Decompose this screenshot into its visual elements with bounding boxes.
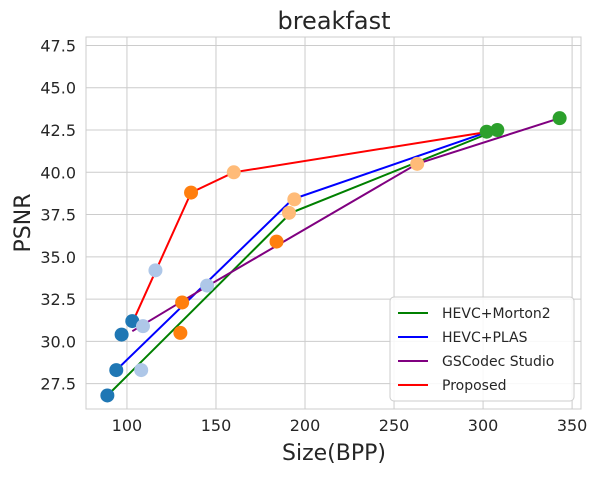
- data-point: [287, 192, 302, 207]
- data-point: [135, 319, 150, 334]
- data-point: [410, 156, 425, 171]
- x-tick-label: 300: [468, 416, 499, 435]
- x-tick-label: 350: [557, 416, 588, 435]
- legend-label-proposed: Proposed: [442, 378, 506, 394]
- y-tick-label: 42.5: [40, 121, 76, 140]
- y-tick-label: 37.5: [40, 206, 76, 225]
- data-point: [175, 295, 190, 310]
- x-tick-label: 250: [379, 416, 410, 435]
- y-tick-label: 40.0: [40, 163, 76, 182]
- legend: HEVC+Morton2 HEVC+PLAS GSCodec Studio Pr…: [389, 296, 575, 402]
- data-point: [552, 111, 567, 126]
- y-tick-label: 32.5: [40, 290, 76, 309]
- data-point: [200, 278, 215, 293]
- data-point: [134, 363, 149, 378]
- legend-label-gscodec-studio: GSCodec Studio: [442, 354, 554, 370]
- x-tick-label: 200: [290, 416, 321, 435]
- data-point: [184, 185, 199, 200]
- legend-box: [389, 296, 575, 402]
- series-line-proposed: [131, 130, 489, 324]
- data-point: [269, 234, 284, 249]
- y-tick-label: 30.0: [40, 332, 76, 351]
- data-point: [109, 363, 124, 378]
- x-tick-label: 100: [112, 416, 143, 435]
- data-point: [490, 123, 505, 137]
- chart-title: breakfast: [277, 7, 390, 35]
- tick-labels: 100 150 200 250 300 350 27.5 30.0 32.5 35.0 37.5 40…: [40, 36, 587, 435]
- data-point: [114, 327, 129, 342]
- legend-label-hevc-plas: HEVC+PLAS: [442, 330, 528, 346]
- data-point: [173, 325, 188, 340]
- y-tick-label: 27.5: [40, 375, 76, 394]
- x-tick-label: 150: [201, 416, 232, 435]
- data-point: [100, 388, 115, 403]
- x-axis-title: Size(BPP): [282, 441, 386, 466]
- data-point: [226, 165, 241, 180]
- data-point: [281, 205, 296, 220]
- data-point: [148, 263, 163, 278]
- data-markers: [100, 111, 567, 403]
- y-tick-label: 47.5: [40, 36, 76, 55]
- legend-label-hevc-morton2: HEVC+Morton2: [442, 306, 551, 322]
- y-tick-label: 35.0: [40, 248, 76, 267]
- data-point: [479, 124, 494, 139]
- series-line-gscodec-studio: [131, 117, 560, 333]
- y-axis-title: PSNR: [11, 194, 36, 253]
- y-tick-label: 45.0: [40, 79, 76, 98]
- data-point: [125, 314, 140, 329]
